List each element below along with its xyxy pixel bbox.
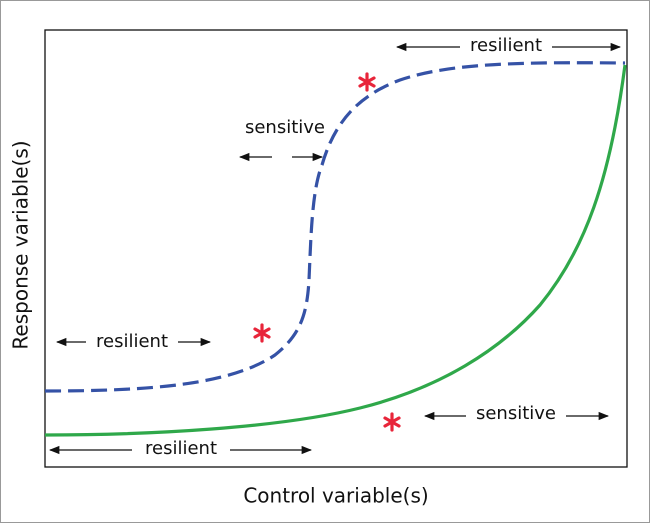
x-axis-label: Control variable(s) <box>243 484 428 508</box>
solid-curve <box>44 64 627 437</box>
asterisk <box>253 323 271 343</box>
dashed-curve <box>44 61 626 393</box>
plot-box <box>44 29 628 468</box>
asterisk <box>383 412 401 432</box>
annotation: resilient <box>96 331 168 352</box>
asterisk <box>358 72 376 92</box>
y-axis-label: Response variable(s) <box>9 140 33 349</box>
annotation: sensitive <box>476 403 556 424</box>
annotation: resilient <box>470 35 542 56</box>
annotation: sensitive <box>245 117 325 138</box>
annotation: resilient <box>145 438 217 459</box>
